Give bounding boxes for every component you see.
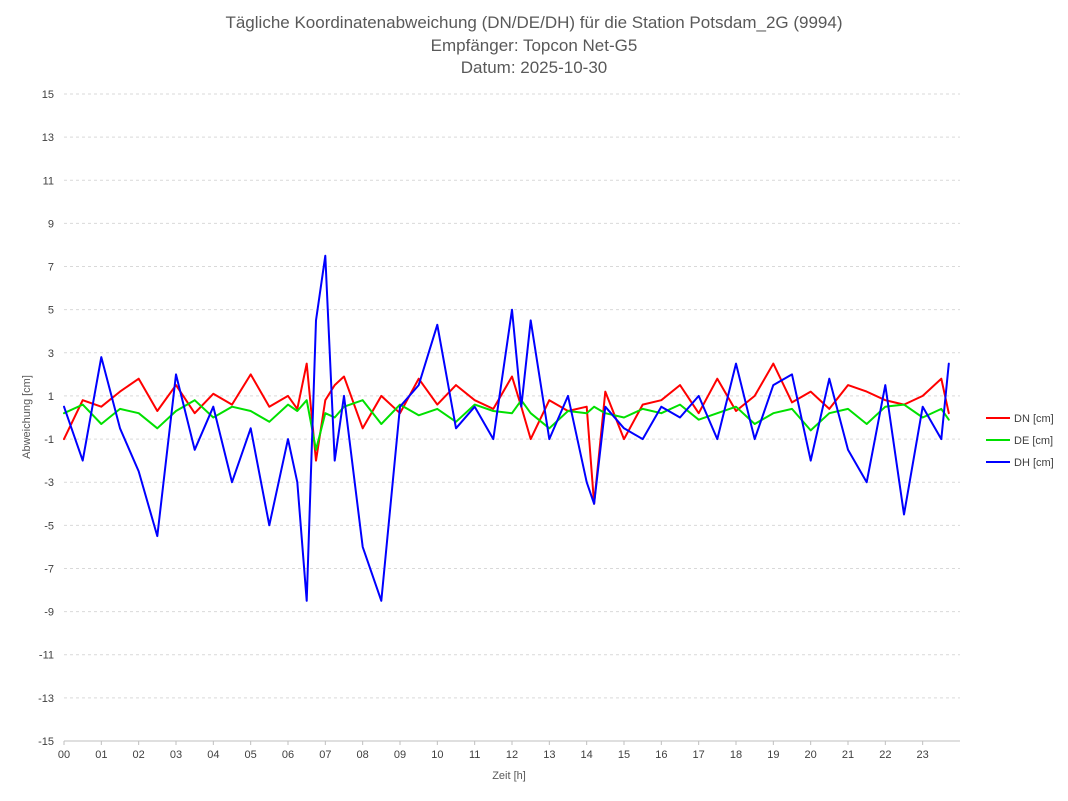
series-line-dn [63, 362, 950, 505]
series-lines [63, 254, 950, 602]
y-tick-label: 1 [48, 391, 54, 403]
chart-title: Tägliche Koordinatenabweichung (DN/DE/DH… [225, 13, 842, 77]
y-tick-label: 15 [42, 89, 54, 101]
x-tick-label: 19 [767, 749, 779, 761]
y-tick-label: -1 [44, 434, 54, 446]
axes [63, 740, 960, 745]
y-tick-label: 5 [48, 305, 54, 317]
y-tick-label: -5 [44, 520, 54, 532]
y-tick-label: 9 [48, 218, 54, 230]
x-tick-label: 10 [431, 749, 443, 761]
x-tick-label: 03 [170, 749, 182, 761]
x-tick-label: 05 [245, 749, 257, 761]
series-line-de [63, 399, 950, 451]
y-tick-label: 7 [48, 262, 54, 274]
legend-label-dh: DH [cm] [1014, 457, 1054, 469]
x-tick-label: 15 [618, 749, 630, 761]
x-tick-label: 06 [282, 749, 294, 761]
y-tick-label: -9 [44, 607, 54, 619]
x-tick-label: 16 [655, 749, 667, 761]
y-tick-label: -11 [39, 650, 54, 662]
y-axis-label: Abweichung [cm] [21, 375, 33, 459]
x-tick-label: 08 [357, 749, 369, 761]
legend-label-dn: DN [cm] [1014, 413, 1054, 425]
x-tick-label: 00 [58, 749, 70, 761]
y-tick-label: 3 [48, 348, 54, 360]
x-axis-label: Zeit [h] [492, 770, 526, 782]
series-line-dh [63, 254, 950, 602]
legend-label-de: DE [cm] [1014, 435, 1053, 447]
x-tick-labels: 00 01 02 03 04 05 06 07 08 09 10 11 12 13 14 15 16 17 18 19… [58, 749, 929, 761]
x-tick-label: 18 [730, 749, 742, 761]
x-tick-label: 07 [319, 749, 331, 761]
x-tick-label: 11 [469, 749, 480, 761]
y-tick-label: 11 [43, 175, 54, 187]
y-tick-label: -7 [44, 563, 54, 575]
y-tick-label: -15 [38, 736, 54, 748]
legend: DN [cm] DE [cm] DH [cm] [986, 413, 1054, 469]
x-tick-label: 01 [95, 749, 107, 761]
x-tick-label: 20 [805, 749, 817, 761]
x-tick-label: 23 [917, 749, 929, 761]
x-tick-label: 04 [207, 749, 219, 761]
x-tick-label: 17 [693, 749, 705, 761]
chart-title-line-2: Empfänger: Topcon Net-G5 [431, 36, 638, 55]
chart-title-line-3: Datum: 2025-10-30 [461, 58, 607, 77]
chart-title-line-1: Tägliche Koordinatenabweichung (DN/DE/DH… [225, 13, 842, 32]
y-tick-label: -3 [44, 477, 54, 489]
x-tick-label: 21 [842, 749, 854, 761]
y-tick-label: -13 [38, 693, 54, 705]
x-tick-label: 13 [543, 749, 555, 761]
x-tick-label: 12 [506, 749, 518, 761]
x-tick-label: 22 [879, 749, 891, 761]
y-tick-label: 13 [42, 132, 54, 144]
x-tick-label: 14 [581, 749, 593, 761]
x-tick-label: 02 [133, 749, 145, 761]
x-tick-label: 09 [394, 749, 406, 761]
